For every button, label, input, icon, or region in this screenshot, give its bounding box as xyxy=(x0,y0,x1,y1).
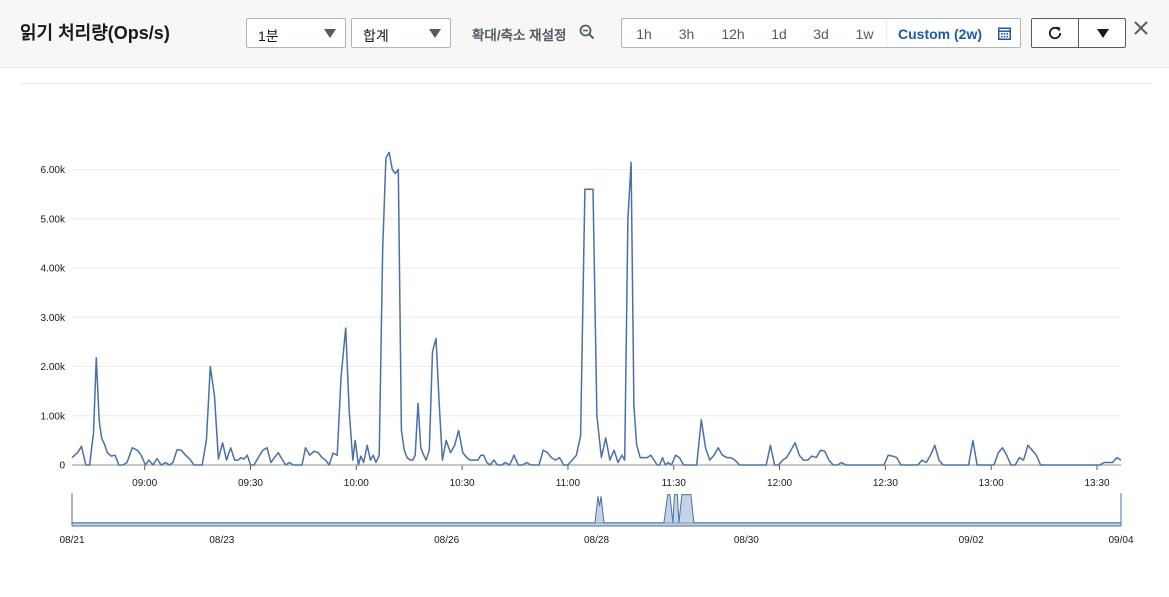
statistic-select-value: 합계 xyxy=(363,28,389,44)
overview-date-label: 08/30 xyxy=(734,535,759,546)
x-tick-label: 09:00 xyxy=(132,478,157,489)
zoom-out-icon[interactable] xyxy=(579,24,595,40)
overview-date-label: 08/26 xyxy=(434,535,459,546)
time-range-selector: 1h 3h 12h 1d 3d 1w Custom (2w) xyxy=(621,18,1021,48)
refresh-icon xyxy=(1048,26,1062,40)
refresh-button[interactable] xyxy=(1032,19,1079,47)
page-title: 읽기 처리량(Ops/s) xyxy=(20,23,170,43)
statistic-select[interactable]: 합계 xyxy=(351,18,451,48)
divider xyxy=(20,83,1151,84)
overview-date-label: 08/28 xyxy=(584,535,609,546)
x-tick-label: 11:00 xyxy=(556,478,581,489)
x-tick-label: 12:30 xyxy=(873,478,898,489)
range-1w-button[interactable]: 1w xyxy=(855,26,874,42)
x-tick-label: 11:30 xyxy=(662,478,687,489)
custom-range-label: Custom (2w) xyxy=(898,26,982,42)
y-tick-label: 4.00k xyxy=(41,264,66,275)
period-select-value: 1분 xyxy=(258,28,279,44)
close-icon[interactable] xyxy=(1133,20,1149,36)
range-3d-button[interactable]: 3d xyxy=(813,26,829,42)
custom-range-button[interactable]: Custom (2w) xyxy=(886,19,1020,47)
range-1h-button[interactable]: 1h xyxy=(636,26,652,42)
caret-down-icon xyxy=(1097,29,1109,38)
overview-date-label: 09/02 xyxy=(959,535,984,546)
y-tick-label: 5.00k xyxy=(41,214,66,225)
refresh-options-button[interactable] xyxy=(1080,19,1125,47)
range-3h-button[interactable]: 3h xyxy=(678,26,695,42)
y-tick-label: 6.00k xyxy=(41,165,66,176)
y-tick-label: 2.00k xyxy=(41,362,66,373)
y-tick-label: 0 xyxy=(59,461,65,472)
overview-date-label: 08/23 xyxy=(209,535,234,546)
zoom-reset-button[interactable]: 확대/축소 재설정 xyxy=(472,28,567,43)
overview-line xyxy=(72,494,1121,524)
x-tick-label: 09:30 xyxy=(238,478,263,489)
x-tick-label: 13:00 xyxy=(979,478,1004,489)
x-tick-label: 12:00 xyxy=(767,478,792,489)
chevron-down-icon xyxy=(429,29,441,38)
y-tick-label: 3.00k xyxy=(41,313,66,324)
overview-date-label: 09/04 xyxy=(1108,535,1133,546)
x-tick-label: 13:30 xyxy=(1084,478,1109,489)
calendar-icon xyxy=(998,27,1011,40)
overview-date-label: 08/21 xyxy=(59,535,84,546)
range-12h-button[interactable]: 12h xyxy=(721,26,745,42)
refresh-control xyxy=(1031,18,1126,48)
period-select[interactable]: 1분 xyxy=(246,18,346,48)
chevron-down-icon xyxy=(324,29,336,38)
x-tick-label: 10:00 xyxy=(344,478,369,489)
series-line[interactable] xyxy=(71,151,1122,466)
range-1d-button[interactable]: 1d xyxy=(771,26,787,42)
y-tick-label: 1.00k xyxy=(41,411,66,422)
header: 읽기 처리량(Ops/s) 1분 합계 확대/축소 재설정 1h 3h 12h … xyxy=(0,0,1169,68)
x-tick-label: 10:30 xyxy=(450,478,475,489)
